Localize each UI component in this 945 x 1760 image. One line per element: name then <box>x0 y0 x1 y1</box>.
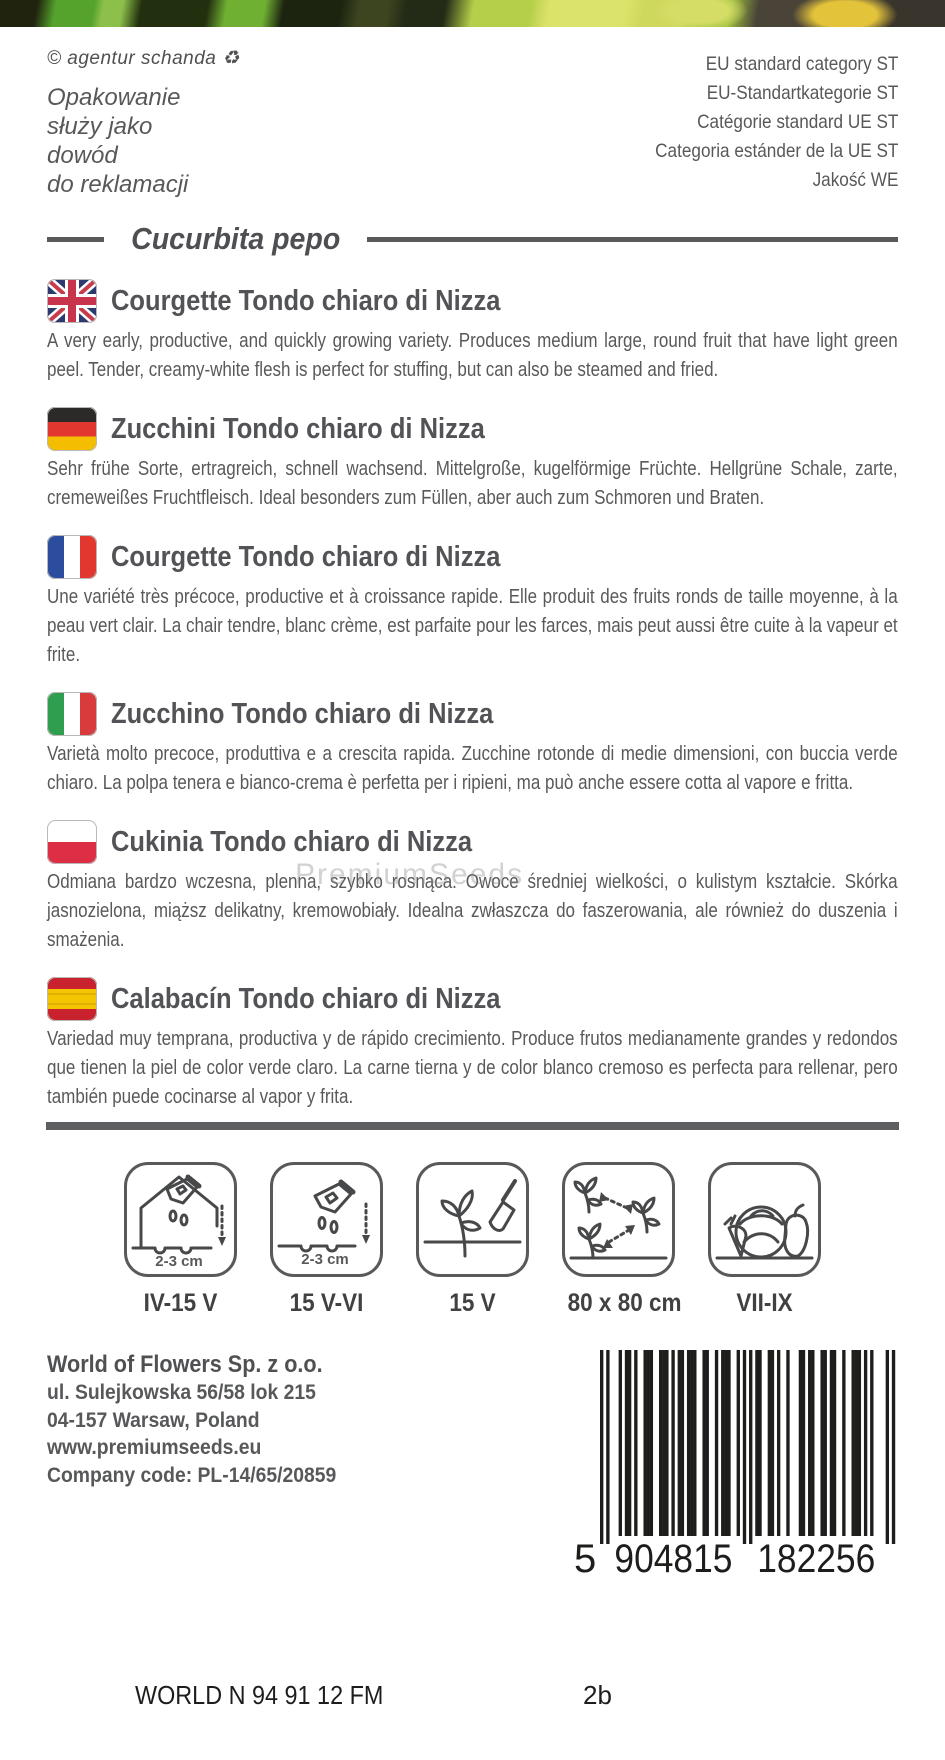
variety-description-it: Varietà molto precoce, produttiva e a cr… <box>47 743 898 794</box>
eu-category-line: EU standard category ST <box>705 53 898 75</box>
rule-left <box>47 236 104 242</box>
variety-title-pl: Cukinia Tondo chiaro di Nizza <box>111 825 473 858</box>
variety-description-pl: Odmiana bardzo wczesna, plenna, szybko r… <box>47 871 898 951</box>
flag-france-icon <box>47 535 97 579</box>
cultivation-icons-row: 2-3 cm IV-15 V 2-3 cm 15 V-VI <box>0 1162 945 1318</box>
company-website: www.premiumseeds.eu <box>47 1435 262 1459</box>
copyright-text: © agentur schanda <box>47 48 217 69</box>
icon-cell-plant-spacing: 80 x 80 cm <box>562 1162 682 1318</box>
variety-title-es: Calabacín Tondo chiaro di Nizza <box>111 982 501 1015</box>
variety-description-en: A very early, productive, and quickly gr… <box>47 330 898 381</box>
ean13-barcode: 5 904815 182256 <box>573 1343 908 1583</box>
sow-depth-label: 2-3 cm <box>155 1253 203 1270</box>
plant-out-icon <box>416 1162 529 1277</box>
claim-line: do reklamacji <box>47 171 189 198</box>
flag-italy-icon <box>47 692 97 736</box>
variety-title-fr: Courgette Tondo chiaro di Nizza <box>111 540 501 573</box>
flag-poland-icon <box>47 820 97 864</box>
icon-caption-sow-indoors: IV-15 V <box>143 1289 218 1317</box>
icon-caption-plant-out: 15 V <box>449 1289 496 1317</box>
section-head: Zucchino Tondo chiaro di Nizza <box>47 692 898 736</box>
variety-description-es: Variedad muy temprana, productiva y de r… <box>47 1028 898 1108</box>
harvest-icon <box>708 1162 821 1277</box>
company-address-line: ul. Sulejkowska 56/58 lok 215 <box>47 1380 316 1404</box>
header-left: © agentur schanda ♻ Opakowanie służy jak… <box>47 47 240 199</box>
eu-category-line: Jakość WE <box>812 169 898 191</box>
section-divider <box>46 1122 899 1130</box>
variety-title-it: Zucchino Tondo chiaro di Nizza <box>111 697 494 730</box>
agency-copyright: © agentur schanda ♻ <box>47 47 240 70</box>
claim-line: Opakowanie <box>47 84 181 111</box>
variety-description-de: Sehr frühe Sorte, ertragreich, schnell w… <box>47 458 898 509</box>
section-head: Courgette Tondo chiaro di Nizza <box>47 535 898 579</box>
company-info: World of Flowers Sp. z o.o. ul. Sulejkow… <box>47 1350 336 1489</box>
section-head: Zucchini Tondo chiaro di Nizza <box>47 407 898 451</box>
eu-category-line: Categoria estánder de la UE ST <box>654 140 898 162</box>
sow-indoors-icon: 2-3 cm <box>124 1162 237 1277</box>
sow-outdoors-icon: 2-3 cm <box>270 1162 383 1277</box>
premiumseeds-watermark: PremiumSeeds <box>295 858 525 891</box>
company-name: World of Flowers Sp. z o.o. <box>47 1351 323 1378</box>
batch-number: WORLD N 94 91 12 FM <box>135 1680 384 1710</box>
svg-text:904815: 904815 <box>614 1537 732 1578</box>
icon-cell-harvest: VII-IX <box>708 1162 821 1318</box>
lang-section-fr: Courgette Tondo chiaro di Nizza Une vari… <box>47 535 898 670</box>
variety-title-de: Zucchini Tondo chiaro di Nizza <box>111 412 485 445</box>
rule-right <box>367 236 898 242</box>
eu-category-line: Catégorie standard UE ST <box>696 111 898 133</box>
flag-spain-icon <box>47 977 97 1021</box>
flag-uk-icon <box>47 279 97 323</box>
section-head: Calabacín Tondo chiaro di Nizza <box>47 977 898 1021</box>
flag-germany-icon <box>47 407 97 451</box>
packaging-claim: Opakowanie służy jako dowód do reklamacj… <box>47 83 240 199</box>
icon-cell-sow-outdoors: 2-3 cm 15 V-VI <box>270 1162 383 1318</box>
icon-caption-sow-outdoors: 15 V-VI <box>289 1289 364 1317</box>
section-head: Courgette Tondo chiaro di Nizza <box>47 279 898 323</box>
claim-line: dowód <box>47 142 118 169</box>
icon-caption-plant-spacing: 80 x 80 cm <box>567 1289 682 1317</box>
eu-category-block: EU standard category ST EU-Standartkateg… <box>655 50 898 199</box>
recycle-icon: ♻ <box>222 48 240 69</box>
species-header: Cucurbita pepo <box>47 221 898 257</box>
lang-section-de: Zucchini Tondo chiaro di Nizza Sehr früh… <box>47 407 898 513</box>
lang-section-it: Zucchino Tondo chiaro di Nizza Varietà m… <box>47 692 898 798</box>
header: © agentur schanda ♻ Opakowanie służy jak… <box>47 47 898 199</box>
icon-caption-harvest: VII-IX <box>736 1289 793 1317</box>
zucchini-flower-photo-strip <box>0 0 945 27</box>
species-name: Cucurbita pepo <box>131 221 341 256</box>
svg-text:182256: 182256 <box>757 1537 875 1578</box>
packet-code: 2b <box>583 1680 612 1710</box>
svg-text:5: 5 <box>574 1537 596 1578</box>
eu-category-line: EU-Standartkategorie ST <box>706 82 898 104</box>
section-head: Cukinia Tondo chiaro di Nizza <box>47 820 898 864</box>
company-address-line: 04-157 Warsaw, Poland <box>47 1407 260 1432</box>
claim-line: służy jako <box>47 113 153 140</box>
variety-description-fr: Une variété très précoce, productive et … <box>47 586 898 666</box>
lang-section-pl: Cukinia Tondo chiaro di Nizza Odmiana ba… <box>47 820 898 955</box>
plant-spacing-icon <box>562 1162 675 1277</box>
sow-depth-label: 2-3 cm <box>301 1251 349 1268</box>
icon-cell-sow-indoors: 2-3 cm IV-15 V <box>124 1162 237 1318</box>
icon-cell-plant-out: 15 V <box>416 1162 529 1318</box>
lang-section-en: Courgette Tondo chiaro di Nizza A very e… <box>47 279 898 385</box>
lang-section-es: Calabacín Tondo chiaro di Nizza Variedad… <box>47 977 898 1112</box>
variety-title-en: Courgette Tondo chiaro di Nizza <box>111 284 501 317</box>
company-code: Company code: PL-14/65/20859 <box>47 1462 337 1487</box>
packet-content: © agentur schanda ♻ Opakowanie służy jak… <box>0 27 945 1112</box>
